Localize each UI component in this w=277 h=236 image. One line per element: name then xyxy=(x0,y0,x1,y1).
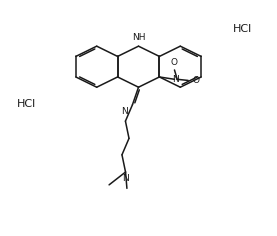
Text: O: O xyxy=(171,58,178,67)
Text: HCl: HCl xyxy=(16,99,36,109)
Text: HCl: HCl xyxy=(233,24,252,34)
Text: NH: NH xyxy=(132,33,145,42)
Text: N: N xyxy=(122,107,128,116)
Text: N: N xyxy=(122,174,129,183)
Text: N: N xyxy=(173,75,179,84)
Text: O: O xyxy=(192,76,199,85)
